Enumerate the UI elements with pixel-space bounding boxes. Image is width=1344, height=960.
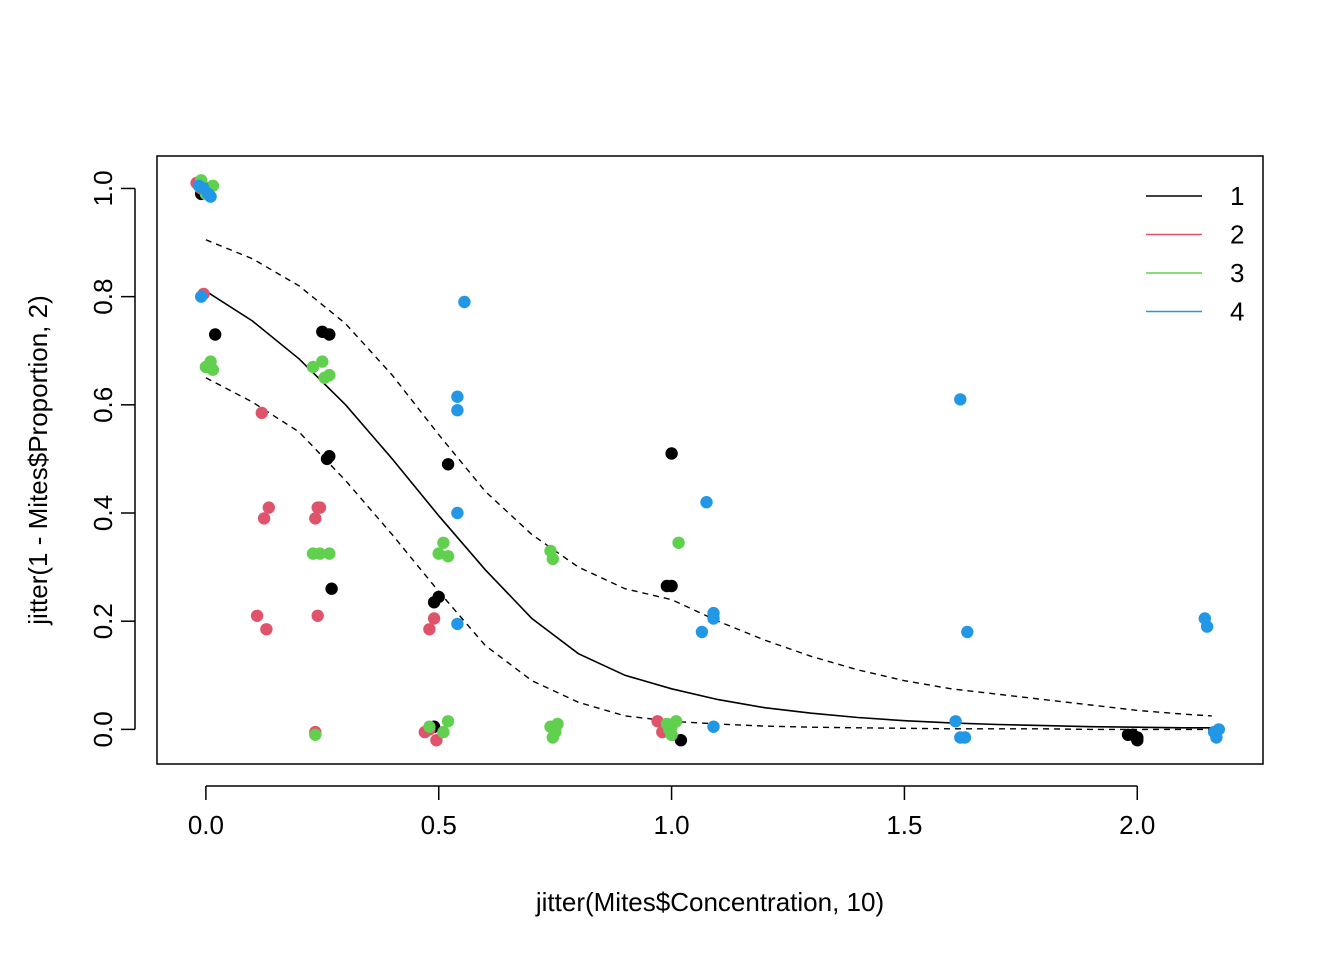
data-point xyxy=(427,612,441,625)
data-point xyxy=(423,720,436,733)
legend-label: 2 xyxy=(1230,220,1244,250)
data-point xyxy=(665,579,678,593)
data-point xyxy=(323,328,336,341)
data-point xyxy=(437,536,450,549)
data-point xyxy=(458,295,471,309)
data-point xyxy=(430,734,443,747)
legend-label: 1 xyxy=(1230,181,1244,211)
data-point xyxy=(1210,731,1223,744)
data-point xyxy=(707,720,720,733)
data-point xyxy=(451,617,464,631)
data-point xyxy=(451,506,464,520)
y-tick-label: 0.6 xyxy=(88,387,118,423)
data-point xyxy=(663,723,676,736)
data-point xyxy=(250,609,264,622)
series-3 xyxy=(195,174,685,744)
data-point xyxy=(423,623,436,636)
x-tick-label: 1.0 xyxy=(654,810,690,840)
legend: 1 2 3 4 xyxy=(1146,181,1244,327)
data-point xyxy=(260,623,273,636)
data-point xyxy=(206,363,220,376)
fit-upper-band xyxy=(205,239,1212,717)
data-point xyxy=(316,355,329,368)
data-point xyxy=(451,390,464,403)
y-tick-label: 0.4 xyxy=(88,495,118,531)
series-4 xyxy=(192,179,1226,744)
plot-frame xyxy=(156,155,1264,765)
data-point xyxy=(651,715,664,728)
data-point xyxy=(672,536,685,549)
data-point xyxy=(1131,731,1144,744)
data-point xyxy=(262,501,275,514)
data-point xyxy=(441,550,455,563)
data-point xyxy=(546,552,559,566)
data-point xyxy=(311,609,324,622)
y-tick-label: 0.8 xyxy=(88,279,118,315)
data-point xyxy=(549,725,562,739)
data-point xyxy=(954,393,967,406)
data-point xyxy=(323,450,336,463)
x-tick-label: 2.0 xyxy=(1119,810,1155,840)
x-tick-label: 0.5 xyxy=(421,810,457,840)
fit-lower-band xyxy=(205,377,1212,731)
data-point xyxy=(670,715,683,728)
data-point xyxy=(209,328,222,341)
x-axis: 0.0 0.5 1.0 1.5 2.0 xyxy=(188,785,1155,840)
x-tick-label: 1.5 xyxy=(886,810,922,840)
fit-curve-line xyxy=(205,290,1212,729)
x-tick-label: 0.0 xyxy=(188,810,224,840)
y-tick-label: 0.2 xyxy=(88,603,118,639)
y-tick-label: 0.0 xyxy=(88,711,118,747)
data-point xyxy=(1121,728,1135,741)
data-point xyxy=(313,547,327,560)
data-point xyxy=(432,547,445,560)
data-point xyxy=(309,728,322,741)
data-point xyxy=(432,590,445,604)
legend-label: 4 xyxy=(1230,297,1244,327)
series-2 xyxy=(190,176,678,747)
data-point xyxy=(195,290,208,303)
data-point xyxy=(1200,620,1214,633)
data-point xyxy=(255,406,268,420)
y-axis: 0.0 0.2 0.4 0.6 0.8 1.0 xyxy=(88,170,136,747)
data-point xyxy=(437,725,450,739)
data-point xyxy=(323,547,336,560)
data-point xyxy=(700,496,713,509)
series-1 xyxy=(195,182,1144,747)
data-point xyxy=(313,501,327,514)
data-point xyxy=(306,360,320,374)
data-point xyxy=(674,734,688,747)
data-point xyxy=(961,625,974,639)
data-point xyxy=(695,625,709,639)
data-point xyxy=(949,715,962,728)
data-points xyxy=(190,174,1226,747)
data-point xyxy=(451,404,464,417)
legend-label: 3 xyxy=(1230,258,1244,288)
data-point xyxy=(441,458,455,471)
data-point xyxy=(441,715,455,728)
y-tick-label: 1.0 xyxy=(88,170,118,206)
x-axis-label: jitter(Mites$Concentration, 10) xyxy=(535,887,884,917)
data-point xyxy=(958,731,972,744)
data-point xyxy=(323,368,336,382)
data-point xyxy=(309,512,322,525)
data-point xyxy=(325,582,338,595)
data-point xyxy=(204,190,217,203)
data-point xyxy=(665,447,678,460)
y-axis-label: jitter(1 - Mites$Proportion, 2) xyxy=(23,295,53,625)
data-point xyxy=(257,512,271,525)
data-point xyxy=(707,612,720,625)
fit-curves xyxy=(205,239,1212,731)
